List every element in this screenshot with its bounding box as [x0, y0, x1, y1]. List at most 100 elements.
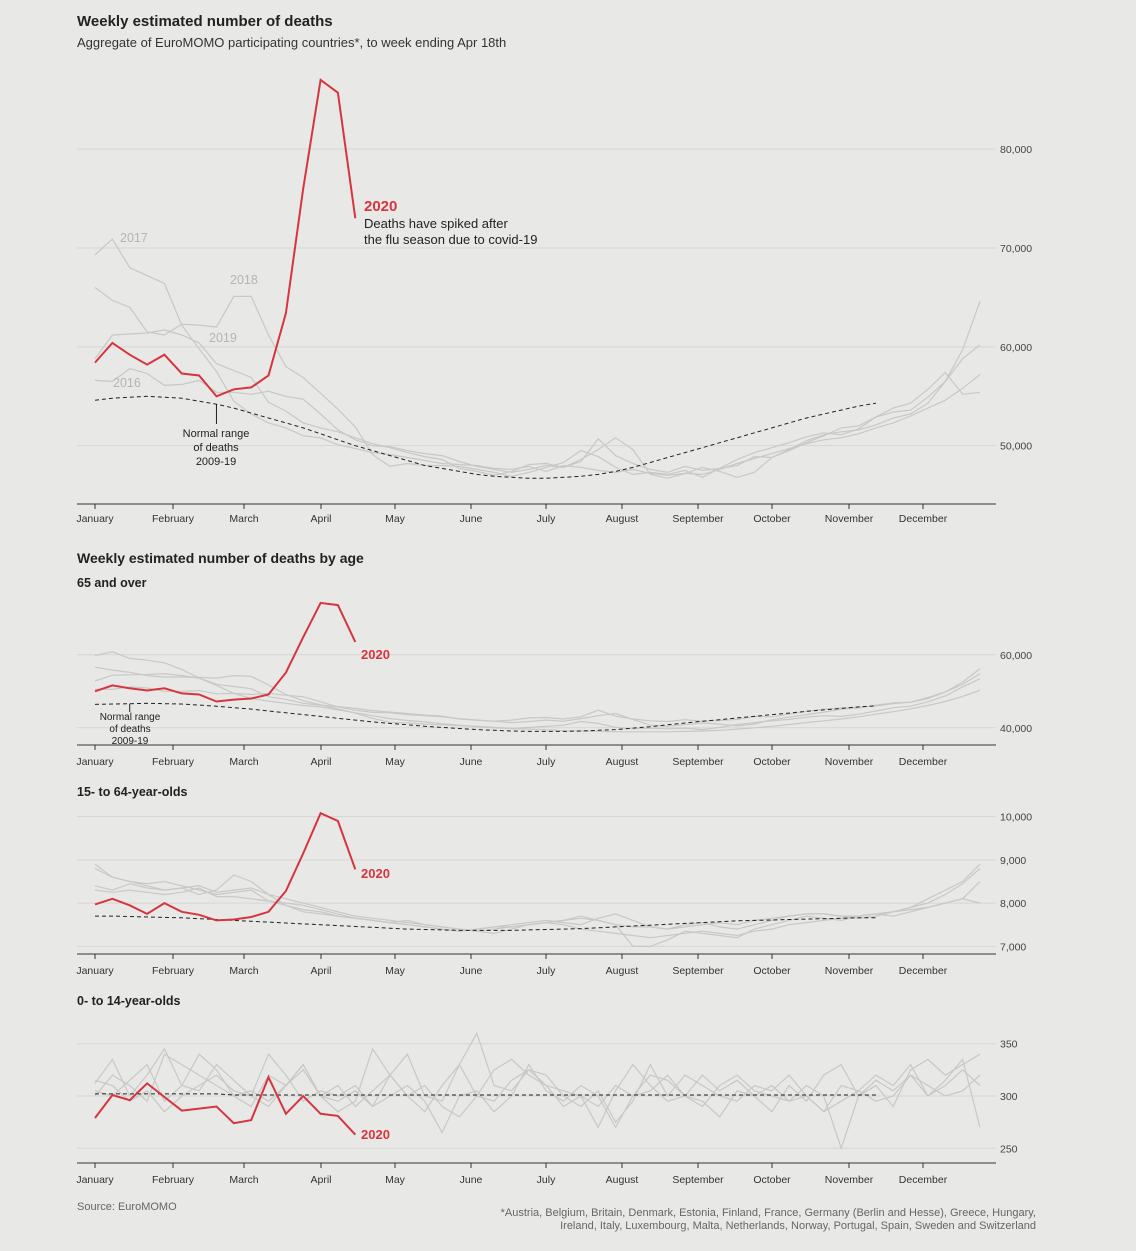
x-tick-label: February [152, 756, 195, 768]
x-tick-label: April [310, 1174, 331, 1186]
year-label-2017: 2017 [120, 231, 148, 245]
x-tick-label: October [753, 1174, 791, 1186]
section-title: Weekly estimated number of deaths by age [77, 550, 364, 566]
year-label-2018: 2018 [230, 273, 258, 287]
x-tick-label: June [460, 756, 483, 768]
normal-range-65-line-2: of deaths [109, 724, 151, 735]
x-tick-label: September [672, 513, 724, 525]
x-tick-label: August [606, 965, 639, 977]
x-tick-label: July [537, 965, 556, 977]
series-line-2020 [94, 811, 357, 922]
series-line-normal-range-of-deaths-2009-19 [95, 915, 876, 931]
annotation-2020-text-1: Deaths have spiked after [364, 216, 508, 231]
x-tick-label: May [385, 965, 406, 977]
y-tick-label: 7,000 [1000, 941, 1026, 953]
x-tick-label: August [606, 756, 639, 768]
series-line-2020 [94, 601, 357, 703]
x-tick-label: April [310, 756, 331, 768]
x-tick-label: May [385, 756, 406, 768]
x-tick-label: September [672, 1174, 724, 1186]
x-tick-label: September [672, 756, 724, 768]
normal-range-line-2: of deaths [193, 442, 239, 454]
x-tick-label: July [537, 513, 556, 525]
series-line-2017 [94, 238, 981, 476]
normal-range-65-line-3: 2009-19 [111, 736, 149, 747]
x-tick-label: October [753, 965, 791, 977]
y-tick-label: 40,000 [1000, 723, 1032, 735]
x-tick-label: September [672, 965, 724, 977]
series-line-2016 [94, 867, 981, 932]
normal-range-line-1: Normal range [182, 428, 250, 440]
x-tick-label: April [310, 965, 331, 977]
x-tick-label: December [899, 1174, 948, 1186]
x-tick-label: January [76, 965, 114, 977]
series-line-normal-range-of-deaths-2009-19 [94, 395, 876, 479]
series-line-2017 [94, 863, 981, 939]
x-tick-label: November [825, 965, 874, 977]
x-tick-label: December [899, 513, 948, 525]
y-tick-label: 300 [1000, 1091, 1018, 1103]
series-line-2016 [94, 1063, 981, 1134]
y-tick-label: 350 [1000, 1039, 1018, 1051]
x-tick-label: May [385, 513, 406, 525]
series-line-2018 [94, 666, 981, 731]
annotation-2020-text-2: the flu season due to covid-19 [364, 232, 538, 247]
label-2020-15-64: 2020 [361, 866, 390, 881]
y-tick-label: 50,000 [1000, 441, 1032, 453]
x-tick-label: February [152, 513, 195, 525]
series-line-2016 [94, 301, 981, 476]
x-tick-label: March [229, 756, 258, 768]
x-tick-label: February [152, 1174, 195, 1186]
year-label-2016: 2016 [113, 376, 141, 390]
x-tick-label: January [76, 756, 114, 768]
series-line-2019 [94, 863, 981, 932]
chart-subtitle: Aggregate of EuroMOMO participating coun… [77, 35, 507, 50]
x-tick-label: January [76, 1174, 114, 1186]
x-tick-label: August [606, 1174, 639, 1186]
x-tick-label: April [310, 513, 331, 525]
chart-title: Weekly estimated number of deaths [77, 13, 333, 30]
normal-range-annotation-65: Normal range of deaths 2009-19 [90, 712, 170, 748]
x-tick-label: July [537, 1174, 556, 1186]
series-line-normal-range-of-deaths-2009-19 [94, 702, 876, 732]
x-tick-label: March [229, 1174, 258, 1186]
series-line-2016 [94, 668, 981, 723]
normal-range-65-line-1: Normal range [99, 712, 161, 723]
x-tick-label: July [537, 756, 556, 768]
normal-range-annotation: Normal range of deaths 2009-19 [166, 427, 266, 469]
y-tick-label: 80,000 [1000, 144, 1032, 156]
x-tick-label: November [825, 513, 874, 525]
year-label-2019: 2019 [209, 331, 237, 345]
panel-title-0-14: 0- to 14-year-olds [77, 994, 181, 1008]
x-tick-label: March [229, 965, 258, 977]
x-tick-label: December [899, 756, 948, 768]
series-line-2017 [94, 1031, 981, 1128]
series-line-2018 [94, 1047, 981, 1129]
series-line-2017 [94, 651, 981, 733]
x-tick-label: June [460, 513, 483, 525]
normal-range-line-3: 2009-19 [195, 456, 237, 468]
series-line-2020 [94, 78, 357, 398]
annotation-2020-year: 2020 [364, 198, 398, 215]
y-tick-label: 8,000 [1000, 898, 1026, 910]
label-2020-0-14: 2020 [361, 1127, 390, 1142]
series-line-2020 [94, 1074, 357, 1136]
countries-note-1: *Austria, Belgium, Britain, Denmark, Est… [500, 1207, 1036, 1219]
x-tick-label: February [152, 965, 195, 977]
y-tick-label: 250 [1000, 1143, 1018, 1155]
countries-note-2: Ireland, Italy, Luxembourg, Malta, Nethe… [560, 1220, 1036, 1232]
series-line-2019 [94, 673, 981, 727]
series-line-2019 [94, 1053, 981, 1151]
y-tick-label: 10,000 [1000, 812, 1032, 824]
x-tick-label: October [753, 756, 791, 768]
series-line-2019 [94, 344, 981, 479]
x-tick-label: March [229, 513, 258, 525]
x-tick-label: November [825, 756, 874, 768]
x-tick-label: June [460, 1174, 483, 1186]
y-tick-label: 9,000 [1000, 855, 1026, 867]
x-tick-label: December [899, 965, 948, 977]
x-tick-label: June [460, 965, 483, 977]
y-tick-label: 60,000 [1000, 650, 1032, 662]
panel-title-65-over: 65 and over [77, 576, 147, 590]
